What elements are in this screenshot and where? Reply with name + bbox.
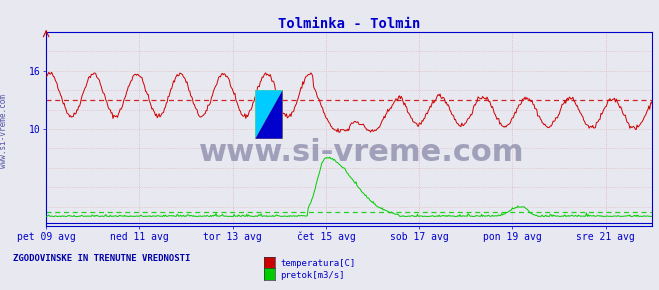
- Text: www.si-vreme.com: www.si-vreme.com: [0, 93, 8, 168]
- FancyBboxPatch shape: [255, 90, 283, 139]
- Text: temperatura[C]: temperatura[C]: [280, 259, 355, 269]
- Polygon shape: [255, 90, 283, 139]
- Text: ZGODOVINSKE IN TRENUTNE VREDNOSTI: ZGODOVINSKE IN TRENUTNE VREDNOSTI: [13, 254, 190, 263]
- Title: Tolminka - Tolmin: Tolminka - Tolmin: [278, 17, 420, 31]
- Text: www.si-vreme.com: www.si-vreme.com: [198, 138, 524, 167]
- Text: pretok[m3/s]: pretok[m3/s]: [280, 271, 345, 280]
- Polygon shape: [255, 90, 283, 139]
